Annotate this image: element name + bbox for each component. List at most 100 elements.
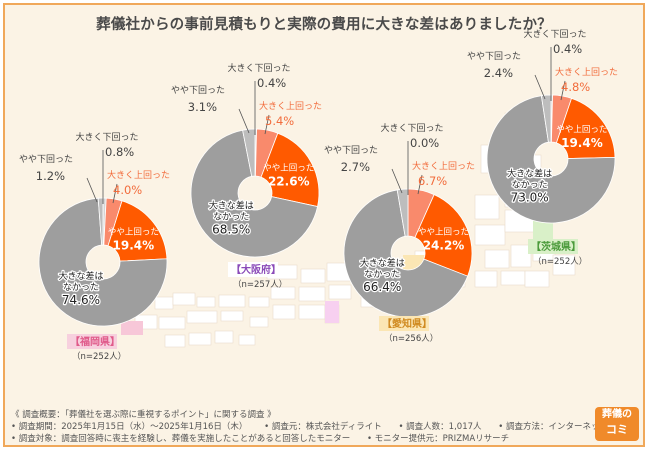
label-no-difference-1: 大きな差は	[58, 270, 103, 282]
chart-title: 葬儀社からの事前見積もりと実際の費用に大きな差はありましたか？	[96, 17, 552, 33]
value-slightly-above: 22.6%	[268, 175, 310, 189]
map-prefecture-shape	[484, 249, 510, 269]
label-no-difference-2: なかった	[213, 211, 249, 222]
slice-slightly-above	[107, 200, 168, 262]
map-prefecture-shape	[474, 224, 506, 246]
label-slightly-above: やや上回った	[556, 125, 607, 135]
value-slightly-above: 19.4%	[113, 238, 155, 252]
slice-slightly-above	[414, 194, 473, 277]
survey-provider: • モニター提供元：PRIZMAリサーチ	[366, 434, 510, 444]
slice-slightly-below	[97, 197, 104, 246]
label-no-difference-2: なかった	[512, 180, 548, 191]
connector-slightly-below	[86, 177, 98, 203]
label-slightly-below: やや下回った	[171, 85, 225, 96]
map-prefecture-shape	[220, 310, 244, 322]
sample-size: （n=257人）	[233, 279, 287, 290]
value-no-difference: 74.6%	[62, 293, 100, 307]
donut-chart-3: 大きく下回った 0.4% やや下回った 2.4% 大きく上回った 4.8% やや上回った19…	[467, 28, 618, 267]
slice-slightly-below	[242, 128, 256, 177]
label-slightly-above: やや上回った	[418, 227, 469, 237]
connector-much-above	[560, 80, 566, 101]
value-much-below: 0.0%	[410, 136, 439, 150]
slice-slightly-above	[555, 97, 616, 159]
survey-method: • 調査方法：インターネット調査	[498, 422, 625, 432]
label-much-below: 大きく下回った	[75, 131, 138, 143]
sample-size: （n=252人）	[533, 256, 587, 267]
connector-much-above	[417, 174, 423, 195]
label-slightly-below: やや下回った	[324, 145, 378, 156]
survey-overview: 《 調査概要：「葬儀社を選ぶ際に重視するポイント」に関する調査 》	[11, 410, 276, 420]
map-prefecture-shape	[238, 334, 256, 346]
survey-details-row1: • 調査期間：2025年1月15日（水）～2025年1月16日（木） • 調査元…	[11, 420, 639, 432]
survey-count: • 調査人数：1,017人	[398, 422, 482, 432]
value-slightly-above: 19.4%	[561, 136, 603, 150]
survey-org: • 調査元：株式会社ディライト	[264, 422, 382, 432]
region-label: 【大阪府】	[231, 263, 281, 276]
survey-details-row2: • 調査対象：調査回答時に喪主を経験し、葬儀を実施したことがあると回答したモニタ…	[11, 432, 523, 444]
slice-no-large-difference	[38, 197, 168, 327]
map-prefecture-shape	[474, 270, 498, 288]
map-prefecture-shape	[158, 316, 186, 330]
value-much-below: 0.8%	[105, 145, 134, 159]
map-prefecture-shape	[474, 194, 500, 220]
slice-no-large-difference	[190, 129, 319, 258]
value-much-above: 6.7%	[418, 174, 447, 188]
map-prefecture-shape	[298, 304, 326, 320]
sample-size: （n=252人）	[72, 351, 126, 362]
map-prefecture-shape	[186, 310, 218, 324]
slice-no-large-difference	[486, 95, 616, 224]
logo-line1: 葬儀の	[602, 409, 632, 420]
region-label-bg	[228, 262, 278, 277]
map-prefecture-shape	[214, 330, 234, 344]
ibaraki-highlight	[533, 219, 553, 239]
label-much-above: 大きく上回った	[107, 169, 170, 181]
label-slightly-above: やや上回った	[263, 164, 314, 174]
value-slightly-above: 24.2%	[423, 238, 465, 252]
osaka-highlight	[325, 301, 339, 323]
slice-slightly-below	[540, 94, 552, 143]
map-prefecture-shape	[298, 286, 326, 302]
brand-logo: 葬儀の コミ	[595, 407, 639, 441]
map-prefecture-shape	[188, 332, 212, 346]
label-much-below: 大きく下回った	[380, 122, 443, 134]
logo-line2: コミ	[606, 423, 628, 436]
map-prefecture-shape	[510, 244, 532, 268]
survey-target: • 調査対象：調査回答時に喪主を経験し、葬儀を実施したことがあると回答したモニタ…	[11, 434, 351, 444]
value-much-above: 5.4%	[265, 114, 294, 128]
value-no-difference: 73.0%	[511, 191, 549, 205]
region-label: 【愛知県】	[382, 317, 432, 330]
label-no-difference-1: 大きな差は	[209, 199, 254, 211]
value-slightly-below: 2.4%	[484, 66, 513, 80]
map-prefecture-shape	[300, 268, 326, 284]
label-much-below: 大きく下回った	[227, 62, 290, 74]
label-much-above: 大きく上回った	[555, 66, 618, 78]
map-prefecture-shape	[328, 284, 352, 300]
connector-much-above	[112, 183, 118, 204]
region-label: 【茨城県】	[531, 240, 581, 253]
value-no-difference: 66.4%	[363, 280, 401, 294]
value-much-below: 0.4%	[257, 76, 286, 90]
label-no-difference-2: なかった	[364, 269, 400, 280]
map-prefecture-shape	[164, 334, 186, 348]
map-prefecture-shape	[500, 270, 526, 286]
value-much-above: 4.8%	[561, 80, 590, 94]
donut-chart-0: 大きく下回った 0.8% やや下回った 1.2% 大きく上回った 4.0% やや上回った19…	[19, 131, 170, 362]
label-slightly-above: やや上回った	[108, 227, 159, 237]
connector-slightly-below	[238, 108, 250, 134]
value-much-above: 4.0%	[113, 183, 142, 197]
region-label-bg	[528, 239, 578, 254]
map-prefecture-shape	[248, 296, 270, 308]
region-label-bg	[379, 316, 429, 331]
map-prefecture-shape	[270, 286, 296, 300]
map-prefecture-shape	[552, 254, 576, 276]
sample-size: （n=256人）	[384, 333, 438, 344]
map-prefecture-shape	[272, 304, 296, 320]
label-much-above: 大きく上回った	[259, 100, 322, 112]
map-prefecture-shape	[524, 270, 550, 288]
slice-slightly-above	[260, 132, 320, 208]
label-no-difference-1: 大きな差は	[360, 257, 405, 269]
survey-period: • 調査期間：2025年1月15日（水）～2025年1月16日（木）	[11, 422, 248, 432]
region-label-bg	[67, 334, 117, 349]
map-prefecture-shape	[172, 292, 196, 306]
